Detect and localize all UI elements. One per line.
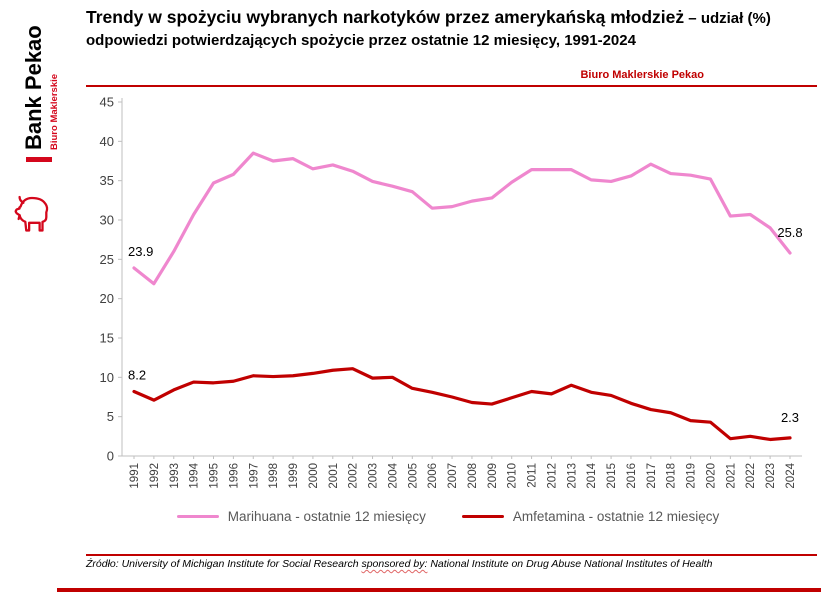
svg-text:2014: 2014 xyxy=(586,462,598,488)
svg-text:2006: 2006 xyxy=(427,463,439,489)
marijuana-line-swatch xyxy=(176,514,219,519)
svg-text:1993: 1993 xyxy=(169,463,181,489)
svg-text:2003: 2003 xyxy=(368,463,380,489)
svg-text:20: 20 xyxy=(100,291,114,306)
svg-text:2023: 2023 xyxy=(765,463,777,489)
svg-text:2024: 2024 xyxy=(785,462,797,488)
page-title-emphasis: Trendy w spożyciu wybranych narkotyków p… xyxy=(86,7,685,27)
svg-text:1997: 1997 xyxy=(248,463,260,489)
svg-text:2017: 2017 xyxy=(646,463,658,489)
source-text-underlined: sponsored by: xyxy=(361,558,428,570)
svg-text:1995: 1995 xyxy=(209,463,221,489)
svg-text:2.3: 2.3 xyxy=(781,410,799,425)
page-title-rest: – udział (%) odpowiedzi potwierdzających… xyxy=(86,10,771,50)
svg-text:2002: 2002 xyxy=(348,463,360,489)
bottom-border xyxy=(57,588,821,592)
svg-text:2022: 2022 xyxy=(745,463,757,489)
svg-text:2007: 2007 xyxy=(447,463,459,489)
svg-text:2001: 2001 xyxy=(328,463,340,489)
brand-divider-bar xyxy=(26,157,52,162)
amphetamine-line-swatch xyxy=(461,514,504,519)
brand-subtitle: Biuro Maklerskie xyxy=(49,73,61,150)
svg-text:2020: 2020 xyxy=(705,463,717,489)
svg-text:1991: 1991 xyxy=(129,463,141,489)
svg-text:2012: 2012 xyxy=(546,463,558,489)
svg-text:1992: 1992 xyxy=(149,463,161,489)
legend-label-marijuana: Marihuana - ostatnie 12 miesięcy xyxy=(227,509,426,524)
source-text-suffix: National Institute on Drug Abuse Nationa… xyxy=(427,558,713,570)
svg-text:2016: 2016 xyxy=(626,463,638,489)
svg-text:25: 25 xyxy=(100,252,114,267)
svg-text:2005: 2005 xyxy=(407,463,419,489)
svg-text:2000: 2000 xyxy=(308,463,320,489)
svg-text:8.2: 8.2 xyxy=(128,367,146,382)
svg-text:1996: 1996 xyxy=(228,463,240,489)
footer-divider xyxy=(86,554,817,556)
brand-name: Bank Pekao xyxy=(21,25,46,150)
svg-text:0: 0 xyxy=(107,449,114,464)
svg-text:15: 15 xyxy=(100,331,114,346)
svg-text:2011: 2011 xyxy=(527,463,539,488)
svg-text:25.8: 25.8 xyxy=(777,225,802,240)
page-title: Trendy w spożyciu wybranych narkotyków p… xyxy=(86,5,786,53)
pekao-bison-logo xyxy=(14,195,49,232)
svg-text:2010: 2010 xyxy=(507,463,519,489)
svg-text:2013: 2013 xyxy=(566,463,578,489)
svg-text:2018: 2018 xyxy=(666,463,678,489)
brand-text: Bank Pekao Biuro Maklerskie xyxy=(21,25,61,150)
svg-text:2004: 2004 xyxy=(387,462,399,488)
svg-text:1994: 1994 xyxy=(189,462,201,488)
source-text-prefix: Źródło: University of Michigan Institute… xyxy=(86,558,362,570)
svg-text:2021: 2021 xyxy=(725,463,737,489)
chart-legend: Marihuana - ostatnie 12 miesięcy Amfetam… xyxy=(86,509,810,524)
biuro-maklerskie-label: Biuro Maklerskie Pekao xyxy=(580,69,704,81)
svg-text:45: 45 xyxy=(100,95,114,110)
legend-label-amphetamine: Amfetamina - ostatnie 12 miesięcy xyxy=(512,509,720,524)
top-divider xyxy=(86,85,817,87)
source-note: Źródło: University of Michigan Institute… xyxy=(86,558,776,572)
svg-text:1999: 1999 xyxy=(288,463,300,489)
legend-item-amphetamine: Amfetamina - ostatnie 12 miesięcy xyxy=(461,509,720,524)
svg-text:23.9: 23.9 xyxy=(128,244,153,259)
bank-pekao-brand: Bank Pekao Biuro Maklerskie xyxy=(21,12,70,162)
svg-text:30: 30 xyxy=(100,213,114,228)
svg-text:5: 5 xyxy=(107,409,114,424)
svg-text:2008: 2008 xyxy=(467,463,479,489)
svg-text:2019: 2019 xyxy=(686,463,698,489)
trend-chart-svg: 0 5 10 15 20 25 30 35 40 45 1991 1992 1993 1994 1995 19… xyxy=(100,95,803,489)
svg-text:2015: 2015 xyxy=(606,463,618,489)
svg-text:1998: 1998 xyxy=(268,463,280,489)
svg-text:35: 35 xyxy=(100,173,114,188)
svg-text:40: 40 xyxy=(100,134,114,149)
legend-item-marijuana: Marihuana - ostatnie 12 miesięcy xyxy=(176,509,426,524)
svg-text:10: 10 xyxy=(100,370,114,385)
svg-text:2009: 2009 xyxy=(487,463,499,489)
